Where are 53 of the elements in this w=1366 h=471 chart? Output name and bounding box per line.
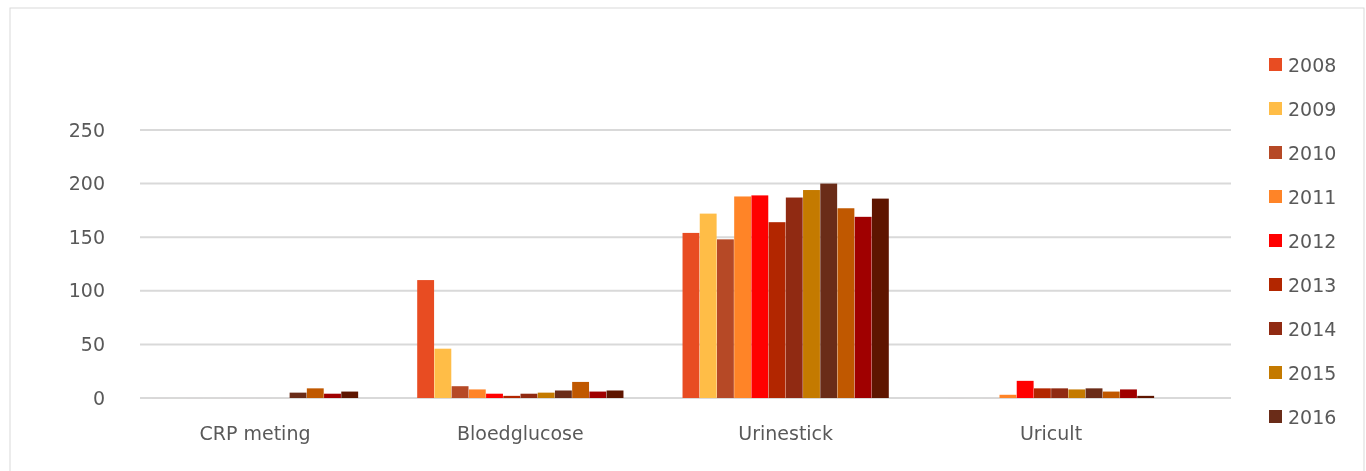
bar xyxy=(854,216,872,398)
bar xyxy=(306,388,324,398)
bar xyxy=(434,348,452,398)
y-tick-label: 150 xyxy=(68,225,105,248)
legend-label: 2013 xyxy=(1288,273,1337,296)
legend-label: 2016 xyxy=(1288,405,1337,428)
bar xyxy=(751,195,769,398)
legend-label: 2010 xyxy=(1288,141,1337,164)
bar xyxy=(324,393,341,398)
bar xyxy=(486,393,503,398)
bar xyxy=(699,213,717,398)
bar xyxy=(589,391,607,398)
bar xyxy=(503,395,521,398)
bar xyxy=(820,183,838,398)
bar xyxy=(871,198,889,398)
bar xyxy=(554,390,572,398)
bar xyxy=(1051,388,1069,398)
bar xyxy=(1102,391,1120,398)
bar xyxy=(1016,380,1034,398)
legend-label: 2008 xyxy=(1288,53,1337,76)
bar xyxy=(682,232,700,398)
bar xyxy=(1033,388,1051,398)
bar xyxy=(837,208,855,398)
y-tick-label: 200 xyxy=(68,172,105,195)
legend-label: 2012 xyxy=(1288,229,1337,252)
legend-label: 2009 xyxy=(1288,97,1337,120)
bar xyxy=(734,196,752,398)
bar xyxy=(537,392,555,398)
bar xyxy=(716,239,734,398)
bar xyxy=(785,197,803,398)
legend-label: 2015 xyxy=(1288,361,1337,384)
bar xyxy=(768,222,786,398)
legend-label: 2014 xyxy=(1288,317,1337,340)
bar xyxy=(1120,389,1137,398)
bar xyxy=(1068,389,1086,398)
y-tick-label: 250 xyxy=(68,118,105,141)
x-tick-label: Bloedglucose xyxy=(456,422,584,444)
legend-label: 2011 xyxy=(1288,185,1337,208)
x-tick-label: CRP meting xyxy=(199,422,311,444)
bar xyxy=(1137,395,1155,398)
bar xyxy=(572,381,590,398)
x-tick-label: Uricult xyxy=(1019,422,1083,444)
bar xyxy=(468,389,486,398)
bar xyxy=(341,391,359,398)
y-tick-label: 100 xyxy=(68,279,105,302)
bar xyxy=(417,280,435,398)
y-tick-label: 50 xyxy=(80,333,105,356)
bar xyxy=(803,190,820,398)
x-tick-label: Urinestick xyxy=(738,422,834,444)
bar xyxy=(606,390,624,398)
bar xyxy=(1085,388,1103,398)
y-tick-label: 0 xyxy=(92,386,105,409)
bar xyxy=(451,386,469,398)
